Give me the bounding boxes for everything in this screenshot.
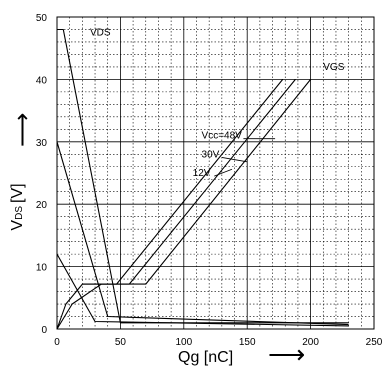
x-axis-label: Qg [nC] [178,349,233,366]
annotations: VDS VGS Vcc=48V 30V 12V [90,28,345,179]
y-tick-label: 40 [36,75,48,86]
annotation-label: Vcc=48V [202,131,243,142]
curves [56,28,349,330]
y-tick-label: 0 [41,325,47,336]
annotation-label: VGS [323,62,344,73]
leader-line [221,156,248,163]
vds-curve-0 [57,28,349,324]
x-tick-label: 150 [239,337,256,348]
y-axis-label-group: VDS[V] [9,183,26,230]
vgs-curve-5 [56,79,284,330]
x-tick-label: 0 [54,337,60,348]
vgs-curve-4 [82,79,296,285]
annotation-label: VDS [90,28,111,39]
vds-curve-2 [56,253,349,327]
x-tick-label: 100 [175,337,192,348]
annotation-label: 30V [202,149,220,160]
x-tick-label: 200 [302,337,319,348]
y-axis-arrow-group: ⟶ [9,113,36,147]
y-tick-label: 50 [36,13,48,24]
minor-grid [57,17,374,329]
y-axis-arrow: ⟶ [9,113,36,147]
y-tick-label: 10 [36,263,48,274]
x-tick-label: 250 [366,337,383,348]
y-tick-labels: 0 10 20 30 40 50 [36,13,48,336]
annotation-label: 12V [193,168,211,179]
vds-curve-1 [56,141,349,326]
major-grid [57,17,374,329]
y-tick-label: 20 [36,200,48,211]
y-tick-label: 30 [36,138,48,149]
x-tick-labels: 0 50 100 150 200 250 [54,337,383,348]
annotation-leaders [214,138,276,177]
plot-frame [56,16,375,330]
x-axis-arrow: ⟶ [268,339,305,369]
leader-line [214,168,233,177]
x-tick-label: 50 [115,337,127,348]
y-axis-label: VDS[V] [9,183,26,230]
